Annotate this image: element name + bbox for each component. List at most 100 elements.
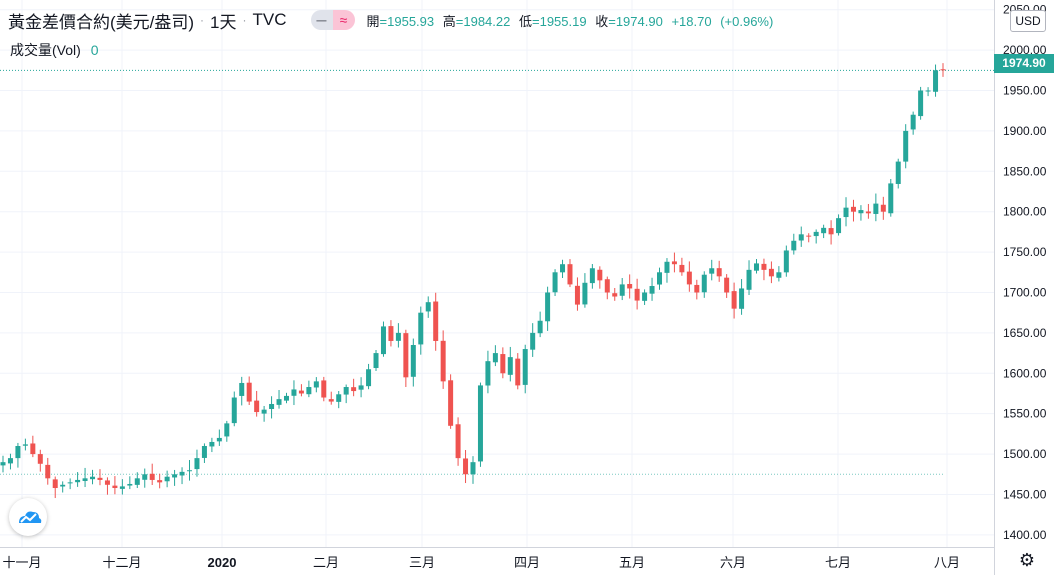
candle-body <box>15 446 21 459</box>
y-tick-label: 1950.00 <box>1003 83 1047 97</box>
wave-icon[interactable]: ≈ <box>332 10 355 30</box>
candle-body <box>739 288 745 309</box>
candle-body <box>172 474 178 478</box>
candle-body <box>298 390 304 394</box>
candle-body <box>201 446 207 458</box>
candle-body <box>187 470 193 472</box>
y-tick-label: 2000.00 <box>1003 43 1047 57</box>
candle-body <box>380 326 386 355</box>
candle-body <box>0 462 6 466</box>
y-tick-label: 1450.00 <box>1003 487 1047 501</box>
y-tick-label: 1650.00 <box>1003 326 1047 340</box>
candle-body <box>418 312 424 345</box>
candle-body <box>716 268 722 277</box>
candle-body <box>746 269 752 290</box>
candle-body <box>500 354 506 374</box>
y-tick-label: 1600.00 <box>1003 366 1047 380</box>
candle-body <box>127 483 133 486</box>
candle-body <box>664 261 670 273</box>
y-tick-label: 1550.00 <box>1003 407 1047 421</box>
candle-body <box>119 486 125 489</box>
y-tick-label: 1800.00 <box>1003 205 1047 219</box>
candle-body <box>82 478 88 482</box>
candle-body <box>216 437 222 442</box>
source-label: TVC <box>252 10 287 29</box>
indicator-toggle[interactable]: ─ ≈ <box>310 10 355 30</box>
x-tick-label: 十一月 <box>2 555 41 570</box>
candle-body <box>791 240 797 251</box>
candle-body <box>589 268 595 284</box>
candle-body <box>813 231 819 237</box>
candle-body <box>433 301 439 341</box>
candle-body <box>507 357 513 375</box>
gear-icon[interactable]: ⚙ <box>1018 550 1036 570</box>
candle-body <box>194 458 200 470</box>
candle-body <box>880 204 886 212</box>
candle-body <box>858 210 864 214</box>
candle-body <box>336 394 342 402</box>
candle-body <box>582 282 588 305</box>
candle-body <box>888 183 894 214</box>
open-value: =1955.93 <box>379 13 435 29</box>
candle-body <box>679 264 685 273</box>
candle-body <box>694 284 700 293</box>
candle-body <box>410 345 416 377</box>
candle-body <box>731 291 737 309</box>
open-label: 開 <box>366 13 380 29</box>
candle-body <box>455 424 461 459</box>
volume-value: 0 <box>90 42 99 58</box>
candle-body <box>686 271 692 285</box>
candle-body <box>179 471 185 476</box>
candle-body <box>67 482 73 484</box>
candle-body <box>843 207 849 218</box>
high-value: =1984.22 <box>455 13 511 29</box>
candle-body <box>328 399 334 402</box>
volume-legend[interactable]: 成交量(Vol) 0 <box>10 40 98 60</box>
candle-body <box>933 70 939 92</box>
candle-body <box>865 211 871 214</box>
x-tick-label: 2020 <box>208 555 237 570</box>
candle-body <box>806 235 812 237</box>
candle-body <box>642 292 648 301</box>
x-tick-label: 六月 <box>720 555 746 570</box>
candle-body <box>440 340 446 382</box>
tradingview-logo[interactable] <box>9 498 47 536</box>
candle-body <box>515 358 521 386</box>
candle-body <box>351 387 357 392</box>
symbol-title[interactable]: 黃金差價合約(美元/盎司) <box>8 12 195 32</box>
candle-body <box>724 277 730 293</box>
y-tick-label: 1500.00 <box>1003 447 1047 461</box>
candle-body <box>358 385 364 390</box>
candle-body <box>903 130 909 162</box>
candle-body <box>60 484 66 487</box>
candle-body <box>492 353 498 363</box>
minus-icon[interactable]: ─ <box>310 10 333 30</box>
close-value: =1974.90 <box>608 13 663 29</box>
candle-body <box>164 476 170 482</box>
candle-body <box>231 397 237 424</box>
timeframe-label[interactable]: 1天 <box>210 12 237 32</box>
candle-body <box>873 203 879 214</box>
candle-body <box>22 444 28 446</box>
candle-body <box>254 400 260 413</box>
candle-body <box>97 477 103 480</box>
low-label: 低 <box>518 13 532 29</box>
x-tick-label: 四月 <box>514 555 540 570</box>
currency-button[interactable]: USD <box>1010 10 1046 32</box>
candle-body <box>925 90 931 92</box>
candle-body <box>134 478 140 485</box>
candle-body <box>463 458 469 475</box>
x-tick-label: 三月 <box>409 555 435 570</box>
candle-body <box>283 395 289 401</box>
low-value: =1955.19 <box>532 13 587 29</box>
separator-dot: · <box>242 13 247 27</box>
candle-body <box>537 320 543 334</box>
candle-body <box>313 381 319 388</box>
last-price-label: 1974.90 <box>994 54 1054 73</box>
candle-body <box>783 250 789 273</box>
candle-body <box>761 263 767 270</box>
candle-body <box>425 302 431 312</box>
candle-body <box>768 268 774 277</box>
candle-body <box>366 369 372 387</box>
